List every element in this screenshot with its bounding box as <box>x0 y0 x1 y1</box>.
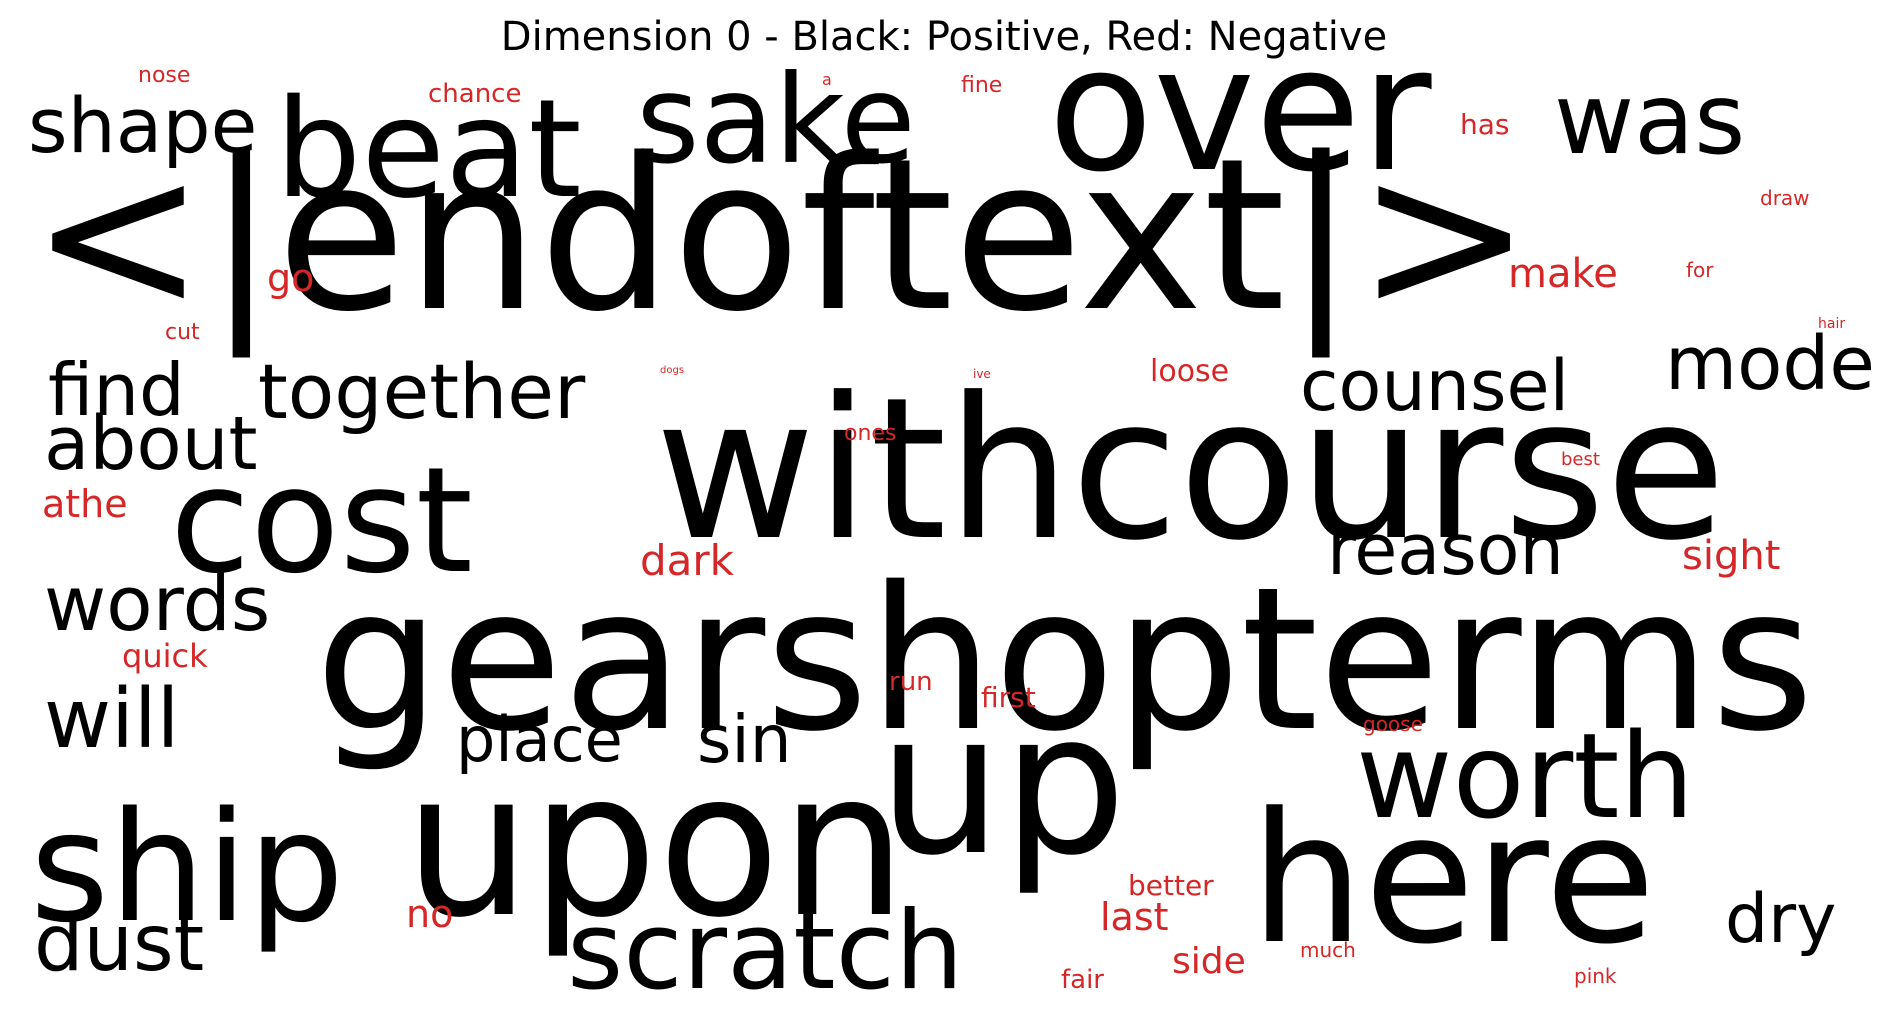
word-7: cost <box>170 436 473 606</box>
word-54: side <box>1172 941 1246 982</box>
word-27: nose <box>138 63 191 88</box>
word-3: over <box>1048 9 1432 210</box>
word-31: has <box>1460 108 1510 141</box>
word-16: find <box>48 348 185 432</box>
word-20: reason <box>1327 509 1564 591</box>
word-17: about <box>44 401 258 487</box>
word-6: here <box>1250 775 1656 984</box>
word-42: best <box>1561 449 1600 470</box>
word-43: athe <box>42 482 128 526</box>
word-48: first <box>981 681 1036 714</box>
word-2: gearshopterms <box>315 544 1815 775</box>
word-14: shape <box>28 81 258 170</box>
word-5: upon <box>404 729 907 962</box>
word-8: beat <box>275 71 582 229</box>
word-0: <|endoftext|> <box>30 113 1533 358</box>
word-33: go <box>267 256 315 300</box>
word-25: dust <box>34 899 205 989</box>
word-26: dry <box>1725 880 1837 959</box>
word-13: scratch <box>567 889 964 1014</box>
word-9: sake <box>636 49 916 191</box>
word-49: goose <box>1363 712 1423 736</box>
word-46: quick <box>122 637 208 675</box>
word-39: ive <box>973 367 991 381</box>
word-50: better <box>1128 869 1214 902</box>
word-52: last <box>1100 895 1169 939</box>
word-15: together <box>258 347 586 436</box>
word-36: cut <box>165 320 200 345</box>
word-18: counsel <box>1300 345 1570 427</box>
word-12: worth <box>1356 707 1695 845</box>
word-10: was <box>1554 63 1746 177</box>
word-23: place <box>456 703 623 776</box>
word-53: much <box>1300 938 1356 962</box>
word-40: loose <box>1150 354 1230 389</box>
word-37: hair <box>1818 316 1846 332</box>
word-41: ones <box>844 421 897 446</box>
chart-title: Dimension 0 - Black: Positive, Red: Nega… <box>500 14 1388 60</box>
word-47: run <box>889 667 933 697</box>
word-56: pink <box>1574 964 1617 988</box>
word-32: draw <box>1760 186 1810 210</box>
word-55: fair <box>1061 965 1104 995</box>
word-29: a <box>822 70 832 89</box>
word-35: for <box>1686 258 1714 282</box>
word-4: up <box>878 671 1127 899</box>
word-22: will <box>44 672 180 767</box>
word-21: words <box>44 559 271 648</box>
word-24: sin <box>697 701 792 778</box>
word-30: fine <box>961 73 1003 98</box>
word-28: chance <box>428 79 522 109</box>
word-51: no <box>406 892 454 936</box>
word-34: make <box>1508 251 1618 297</box>
word-1: withcourse <box>655 356 1727 584</box>
word-19: mode <box>1665 321 1875 407</box>
word-11: ship <box>30 779 345 956</box>
word-38: dogs <box>660 365 685 376</box>
word-45: sight <box>1682 533 1781 579</box>
word-44: dark <box>640 536 734 585</box>
